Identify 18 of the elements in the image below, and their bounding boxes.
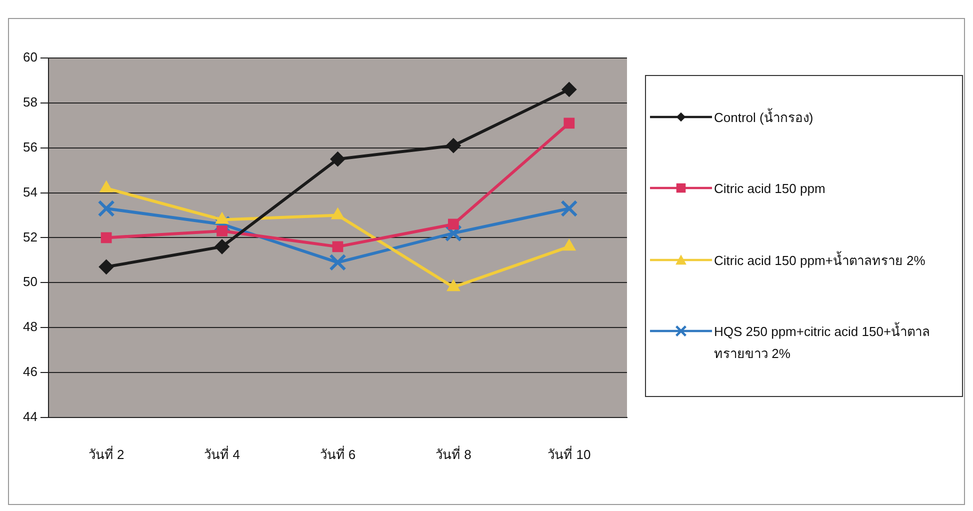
y-tick-label: 54 (22, 184, 38, 200)
y-tick-label: 50 (22, 274, 38, 290)
x-tick-label: วันที่ 4 (204, 446, 240, 462)
x-tick-label: วันที่ 8 (436, 446, 472, 462)
y-tick-label: 60 (22, 50, 38, 65)
x-tick-label: วันที่ 6 (320, 446, 356, 462)
x-tick-label: วันที่ 10 (548, 446, 591, 462)
y-tick-label: 44 (22, 408, 38, 424)
y-tick-label: 46 (22, 364, 38, 380)
legend-label: Citric acid 150 ppm+น้ำตาลทราย 2% (714, 250, 926, 270)
y-tick-label: 52 (22, 229, 38, 244)
legend-label: Control (น้ำกรอง) (714, 107, 814, 127)
y-tick-label: 48 (22, 319, 38, 334)
y-tick-label: 56 (22, 139, 38, 154)
x-tick-label: วันที่ 2 (88, 446, 124, 462)
y-tick-label: 58 (22, 94, 38, 110)
legend-label: Citric acid 150 ppm (714, 180, 826, 198)
legend-label: HQS 250 ppm+citric acid 150+น้ำตาลทรายขาว 2% (714, 321, 932, 364)
